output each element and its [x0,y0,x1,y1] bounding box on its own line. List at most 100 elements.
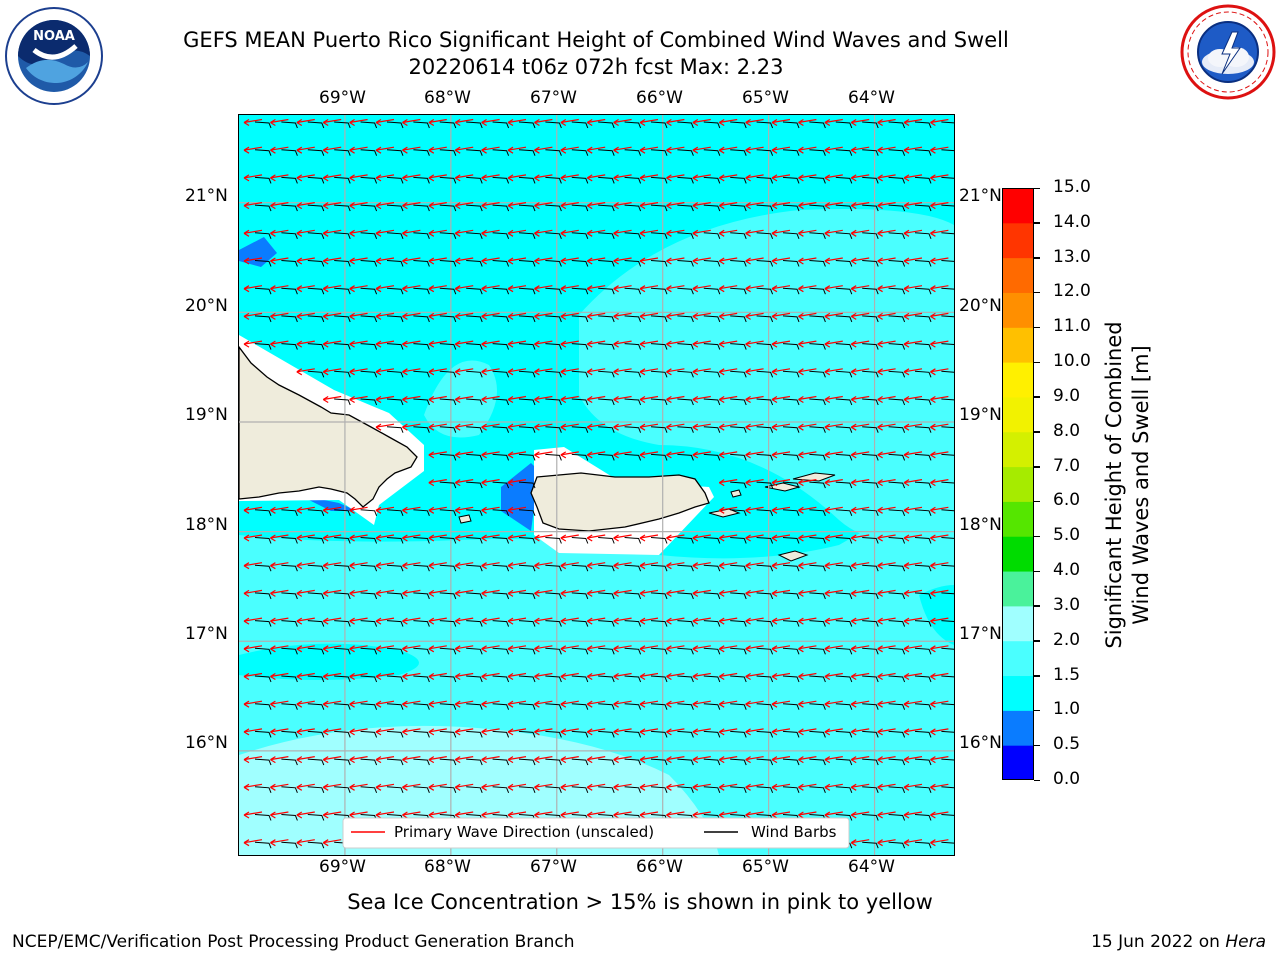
wave-direction-arrow [402,617,421,625]
wave-direction-arrow [718,700,738,708]
wave-direction-arrow [771,423,791,431]
wind-barb [756,370,774,378]
wind-barb [941,176,954,179]
wave-direction-arrow [718,229,738,237]
wind-barb [650,204,668,212]
wind-barb [571,453,589,461]
land-puerto-rico [530,472,710,532]
wave-direction-arrow [349,312,368,320]
wind-barb [730,564,747,572]
wind-barb [756,176,774,184]
wave-direction-arrow [349,700,368,708]
land-hispaniola [239,345,418,508]
wave-direction-arrow [613,312,632,320]
wind-barb [888,841,906,849]
wind-barb [598,620,615,627]
wave-direction-arrow [428,202,447,210]
wind-barb [492,121,510,129]
wind-barb [941,786,954,789]
wind-barb [307,647,325,655]
wave-direction-arrow [454,340,474,348]
wave-direction-arrow [375,506,395,514]
wave-direction-arrow [507,700,527,708]
wave-direction-arrow [428,118,447,127]
wave-direction-arrow [903,728,923,736]
wave-direction-arrow [322,672,342,681]
wave-direction-arrow [270,229,289,237]
wind-barb [756,343,774,350]
wind-barb [703,315,721,323]
wave-direction-arrow [454,285,474,293]
wave-direction-arrow [349,783,368,791]
wind-barb [835,537,853,544]
wind-barb [835,287,853,295]
wave-direction-arrow [507,645,527,653]
wind-barb [862,121,879,129]
wave-direction-arrow [666,257,685,265]
wind-barb [677,453,694,461]
wave-direction-arrow [903,257,923,265]
wave-direction-arrow [243,202,263,210]
wave-direction-arrow [402,783,421,791]
colorbar-tick-label: 13.0 [1053,246,1091,267]
wind-barb [624,647,642,655]
wind-barb [360,675,378,683]
wind-barb [281,730,298,738]
wave-direction-arrow [850,728,870,736]
wind-barb [386,260,404,267]
wind-barb [307,786,325,793]
wave-direction-arrow [586,368,606,376]
wind-barb [439,730,457,738]
wind-barb [624,758,642,766]
wind-barb [360,647,378,655]
wind-barb [914,675,932,683]
wave-direction-arrow [824,174,843,182]
lon-label-bottom-66w: 66°W [636,857,683,877]
wind-barb [862,620,879,627]
wave-direction-arrow [560,340,579,348]
wave-direction-arrow [481,672,500,681]
wave-direction-arrow [666,368,685,376]
wave-direction-arrow [507,672,527,681]
wave-direction-arrow [534,534,553,542]
wave-direction-arrow [613,534,632,542]
wave-direction-arrow [877,700,896,708]
wind-barb [598,426,615,433]
wave-direction-arrow [375,118,395,127]
wind-barb [782,370,800,378]
wave-direction-arrow [930,174,949,182]
wave-direction-arrow [481,589,500,597]
wave-direction-arrow [296,202,315,210]
wave-direction-arrow [850,589,870,597]
wind-barb [413,232,430,239]
wind-barb [413,730,430,738]
wind-barb [571,343,589,350]
wind-barb [466,730,483,738]
wind-barb [703,287,721,295]
wind-barb [624,287,642,295]
colorbar-tick-label: 1.5 [1053,664,1081,685]
wave-direction-arrow [718,423,738,431]
wave-direction-arrow [270,285,289,293]
wind-barb [730,121,747,129]
wave-direction-arrow [903,839,923,847]
wave-direction-arrow [270,839,289,847]
wave-direction-arrow [745,672,764,681]
wave-direction-arrow [850,340,870,348]
wave-direction-arrow [930,118,949,127]
wind-barb [756,426,774,433]
wave-direction-arrow [666,728,685,736]
wave-direction-arrow [322,617,342,625]
wind-barb [914,537,932,544]
wave-direction-arrow [877,811,896,819]
wave-direction-arrow [877,839,896,847]
wave-direction-arrow [507,534,527,542]
wave-direction-arrow [296,285,315,293]
wind-barb [809,204,826,212]
wave-direction-arrow [507,756,527,764]
wave-direction-arrow [850,534,870,542]
footer-date-text: 15 Jun 2022 on [1091,932,1220,952]
wave-direction-arrow [322,146,342,154]
wind-barb [888,121,906,129]
wind-barb [941,343,954,346]
